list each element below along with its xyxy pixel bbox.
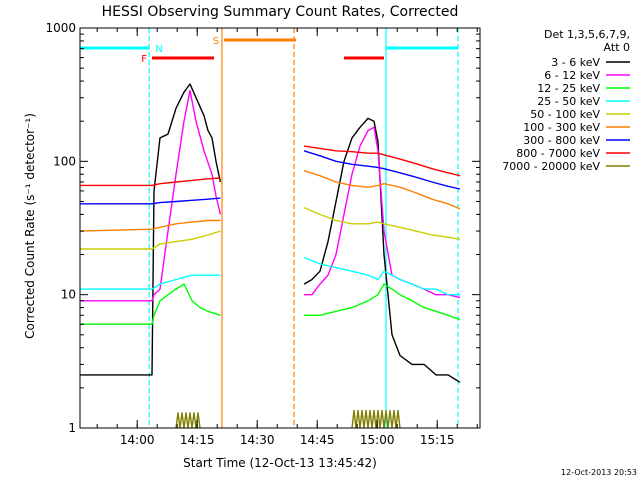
legend-label-4: 50 - 100 keV [530, 108, 600, 121]
legend-label-3: 25 - 50 keV [537, 95, 600, 108]
y-tick-label-3: 1000 [45, 21, 76, 35]
x-tick-label-2: 14:30 [240, 433, 275, 447]
state-label-S: S [213, 36, 219, 47]
state-label-F: F [141, 54, 147, 65]
x-tick-label-0: 14:00 [120, 433, 155, 447]
legend-label-5: 100 - 300 keV [523, 121, 600, 134]
x-tick-label-1: 14:15 [180, 433, 215, 447]
axes: 14:00 14:15 14:30 14:45 15:00 15:15 1 10 100 1000 [45, 21, 480, 447]
series-line-5 [79, 170, 461, 232]
y-tick-label-1: 10 [61, 288, 76, 302]
legend-label-0: 3 - 6 keV [551, 56, 600, 69]
series-line-4 [80, 206, 461, 250]
chart-title: HESSI Observing Summary Count Rates, Cor… [102, 4, 459, 20]
plot-frame [79, 27, 481, 429]
legend-label-6: 300 - 800 keV [523, 134, 600, 147]
legend-label-1: 6 - 12 keV [544, 69, 600, 82]
legend-header-line2: Att 0 [604, 41, 630, 54]
legend-label-8: 7000 - 20000 keV [502, 160, 600, 173]
y-tick-label-2: 100 [53, 154, 76, 168]
series-line-0 [80, 83, 461, 383]
x-tick-label-5: 15:15 [420, 433, 455, 447]
x-axis-label: Start Time (12-Oct-13 13:45:42) [183, 456, 377, 470]
overlays: NF S [80, 28, 459, 428]
x-tick-label-3: 14:45 [300, 433, 335, 447]
timestamp: 12-Oct-2013 20:53 [561, 468, 637, 477]
series-line-7 [80, 145, 461, 187]
state-label-N: N [155, 44, 162, 55]
legend-header-line1: Det 1,3,5,6,7,9, [544, 28, 630, 41]
plot-series [79, 83, 461, 429]
x-tick-label-4: 15:00 [360, 433, 395, 447]
y-tick-label-0: 1 [68, 421, 76, 435]
series-line-2 [80, 283, 461, 325]
legend-label-7: 800 - 7000 keV [516, 147, 600, 160]
legend-label-2: 12 - 25 keV [537, 82, 600, 95]
y-axis-label: Corrected Count Rate (s⁻¹ detector⁻¹) [23, 113, 37, 339]
series-line-6 [80, 150, 461, 205]
series-line-3 [80, 256, 460, 296]
